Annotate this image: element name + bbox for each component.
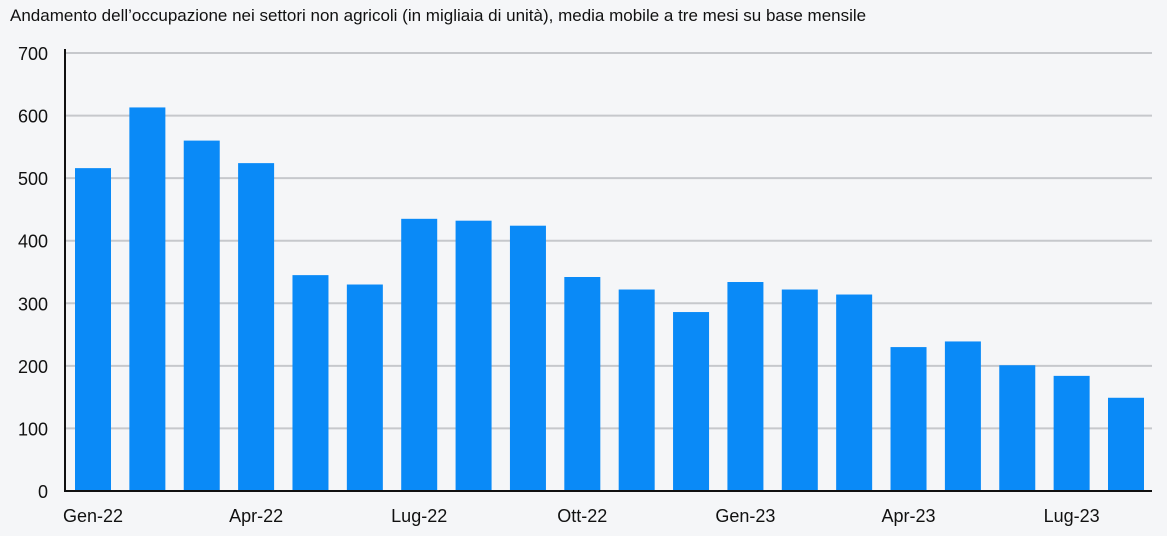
bar-ago-22 (455, 220, 492, 492)
x-tick-label: Lug-23 (1044, 506, 1100, 526)
bar-gen-23 (727, 282, 764, 491)
x-tick-label: Apr-23 (882, 506, 936, 526)
y-tick-label: 0 (38, 482, 48, 502)
axes (64, 49, 1152, 492)
bar-dic-22 (673, 312, 710, 491)
bar-apr-23 (890, 347, 927, 491)
bar-feb-22 (129, 107, 166, 492)
x-tick-label: Gen-23 (715, 506, 775, 526)
chart-title: Andamento dell’occupazione nei settori n… (10, 6, 867, 25)
bar-set-22 (509, 225, 546, 491)
y-tick-label: 200 (18, 357, 48, 377)
bar-ago-23 (1108, 397, 1144, 491)
x-tick-label: Lug-22 (391, 506, 447, 526)
bar-giu-23 (999, 365, 1036, 491)
bar-ott-22 (564, 277, 601, 491)
bar-nov-22 (618, 289, 655, 491)
y-tick-label: 400 (18, 232, 48, 252)
bar-gen-22 (75, 168, 111, 492)
bar-giu-22 (346, 284, 383, 491)
y-tick-label: 500 (18, 169, 48, 189)
y-tick-labels: 0 100 200 300 400 500 600 700 (18, 44, 48, 502)
bar-feb-23 (781, 289, 818, 491)
gridlines (65, 52, 1152, 430)
bar-lug-23 (1053, 375, 1090, 491)
x-tick-label: Apr-22 (229, 506, 283, 526)
bar-mag-22 (292, 275, 329, 491)
bar-mag-23 (944, 341, 981, 491)
x-tick-label: Gen-22 (63, 506, 123, 526)
bar-lug-22 (401, 218, 438, 492)
bar-mar-23 (836, 294, 873, 491)
bar-mar-22 (183, 140, 220, 491)
y-tick-label: 300 (18, 294, 48, 314)
bars (75, 107, 1144, 492)
bar-apr-22 (238, 163, 275, 491)
y-tick-label: 100 (18, 419, 48, 439)
y-tick-label: 600 (18, 107, 48, 127)
x-tick-label: Ott-22 (557, 506, 607, 526)
y-tick-label: 700 (18, 44, 48, 64)
x-tick-labels: Gen-22 Apr-22 Lug-22 Ott-22 Gen-23 Apr-23 Lug-… (63, 506, 1100, 526)
